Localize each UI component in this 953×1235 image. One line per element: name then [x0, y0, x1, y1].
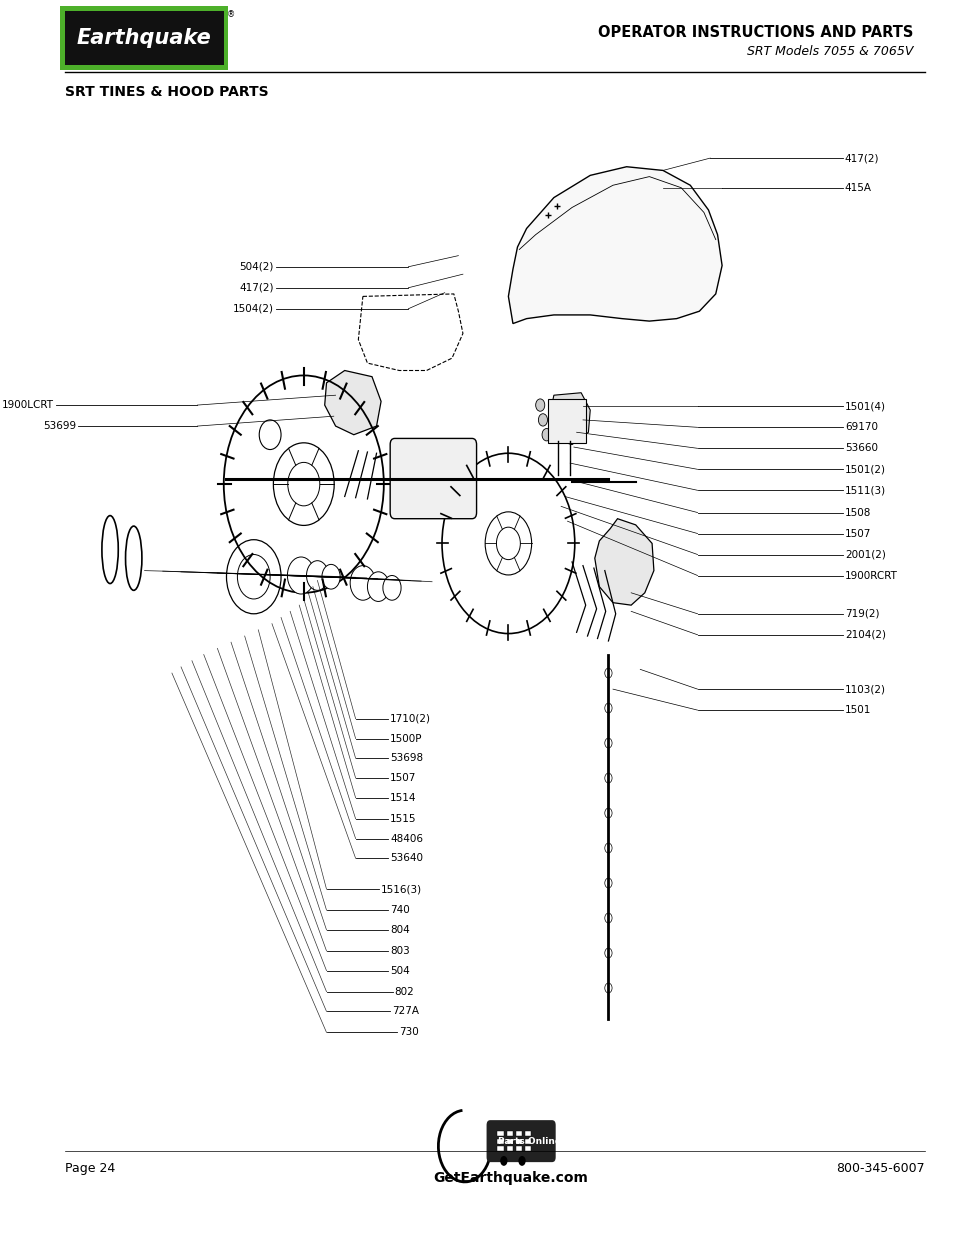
- Text: 1507: 1507: [844, 529, 870, 538]
- Text: 415A: 415A: [844, 183, 871, 193]
- Text: 417(2): 417(2): [239, 283, 274, 293]
- Text: 1504(2): 1504(2): [233, 304, 274, 314]
- FancyBboxPatch shape: [524, 1131, 531, 1136]
- Circle shape: [604, 983, 612, 993]
- Circle shape: [350, 566, 375, 600]
- Text: 1500P: 1500P: [390, 734, 422, 743]
- Circle shape: [604, 844, 612, 853]
- Polygon shape: [549, 393, 590, 445]
- FancyBboxPatch shape: [506, 1131, 513, 1136]
- Text: OPERATOR INSTRUCTIONS AND PARTS: OPERATOR INSTRUCTIONS AND PARTS: [598, 25, 912, 40]
- Text: 1507: 1507: [390, 773, 416, 783]
- Polygon shape: [324, 370, 380, 435]
- Text: 1900LCRT: 1900LCRT: [2, 400, 53, 410]
- Text: 1515: 1515: [390, 814, 416, 824]
- FancyBboxPatch shape: [516, 1131, 521, 1136]
- Text: 1511(3): 1511(3): [844, 485, 885, 495]
- Text: 2001(2): 2001(2): [844, 550, 884, 559]
- Text: ®: ®: [226, 10, 234, 19]
- Circle shape: [499, 1156, 507, 1166]
- Text: 417(2): 417(2): [844, 153, 879, 163]
- Circle shape: [604, 808, 612, 818]
- Circle shape: [541, 429, 551, 441]
- Text: 740: 740: [390, 905, 410, 915]
- FancyBboxPatch shape: [524, 1139, 531, 1144]
- FancyBboxPatch shape: [390, 438, 476, 519]
- Circle shape: [604, 878, 612, 888]
- FancyBboxPatch shape: [516, 1139, 521, 1144]
- Circle shape: [367, 572, 389, 601]
- FancyBboxPatch shape: [516, 1146, 521, 1151]
- Circle shape: [604, 739, 612, 748]
- Text: 803: 803: [390, 946, 410, 956]
- FancyBboxPatch shape: [497, 1146, 503, 1151]
- Circle shape: [536, 399, 544, 411]
- Circle shape: [604, 913, 612, 923]
- FancyBboxPatch shape: [60, 6, 228, 70]
- Text: 730: 730: [399, 1028, 418, 1037]
- Text: 1508: 1508: [844, 508, 870, 517]
- Circle shape: [306, 561, 328, 590]
- Circle shape: [604, 668, 612, 678]
- Text: Earthquake: Earthquake: [77, 28, 212, 48]
- Circle shape: [537, 414, 547, 426]
- Circle shape: [604, 948, 612, 958]
- Text: 804: 804: [390, 925, 410, 935]
- Text: 1710(2): 1710(2): [390, 714, 431, 724]
- Text: 1900RCRT: 1900RCRT: [844, 571, 897, 580]
- FancyBboxPatch shape: [497, 1131, 503, 1136]
- Circle shape: [382, 576, 400, 600]
- Circle shape: [321, 564, 340, 589]
- Text: 1514: 1514: [390, 793, 416, 803]
- Text: 1516(3): 1516(3): [380, 884, 422, 894]
- FancyBboxPatch shape: [506, 1146, 513, 1151]
- Circle shape: [517, 1156, 525, 1166]
- Text: 48406: 48406: [390, 834, 423, 844]
- FancyBboxPatch shape: [486, 1120, 555, 1162]
- Text: 1501(2): 1501(2): [844, 464, 885, 474]
- Circle shape: [288, 462, 319, 506]
- Text: 1501(4): 1501(4): [844, 401, 885, 411]
- Text: 1103(2): 1103(2): [844, 684, 885, 694]
- FancyBboxPatch shape: [506, 1139, 513, 1144]
- Text: 802: 802: [395, 987, 414, 997]
- FancyBboxPatch shape: [65, 11, 224, 65]
- Text: SRT Models 7055 & 7065V: SRT Models 7055 & 7065V: [746, 46, 912, 58]
- Text: 800-345-6007: 800-345-6007: [836, 1162, 923, 1174]
- Text: 53698: 53698: [390, 753, 423, 763]
- Polygon shape: [508, 167, 721, 324]
- Circle shape: [287, 557, 314, 594]
- Text: 727A: 727A: [392, 1007, 418, 1016]
- Text: Parts Online: Parts Online: [497, 1136, 560, 1146]
- Circle shape: [496, 527, 519, 559]
- Text: Page 24: Page 24: [65, 1162, 114, 1174]
- Circle shape: [604, 703, 612, 713]
- Text: 1501: 1501: [844, 705, 870, 715]
- Text: 504: 504: [390, 966, 410, 976]
- Text: 504(2): 504(2): [239, 262, 274, 272]
- Text: 53699: 53699: [43, 421, 76, 431]
- Text: GetEarthquake.com: GetEarthquake.com: [433, 1171, 587, 1186]
- Text: SRT TINES & HOOD PARTS: SRT TINES & HOOD PARTS: [65, 85, 268, 99]
- FancyBboxPatch shape: [547, 399, 585, 443]
- Text: 2104(2): 2104(2): [844, 630, 885, 640]
- Text: 719(2): 719(2): [844, 609, 879, 619]
- FancyBboxPatch shape: [524, 1146, 531, 1151]
- Polygon shape: [594, 519, 653, 605]
- Text: 53660: 53660: [844, 443, 877, 453]
- FancyBboxPatch shape: [497, 1139, 503, 1144]
- Text: 53640: 53640: [390, 853, 423, 863]
- Circle shape: [604, 773, 612, 783]
- Text: 69170: 69170: [844, 422, 877, 432]
